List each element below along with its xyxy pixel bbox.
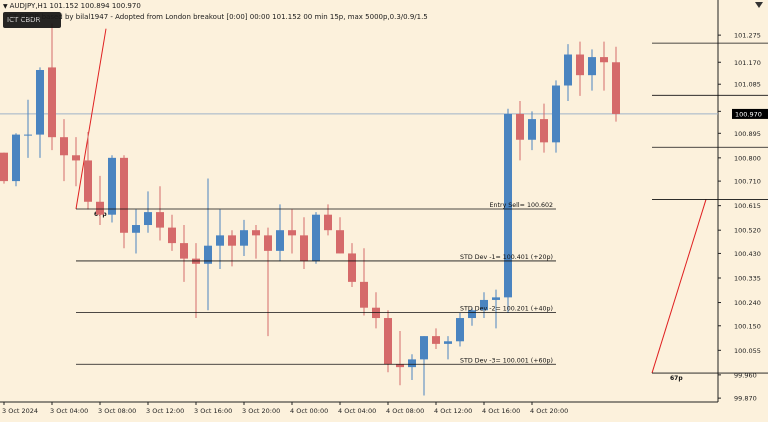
candle-body[interactable] <box>216 235 224 246</box>
candle-body[interactable] <box>72 155 80 161</box>
time-tick-label: 4 Oct 04:00 <box>338 407 376 415</box>
candle-body[interactable] <box>300 235 308 262</box>
candle-body[interactable] <box>36 70 44 135</box>
candle-body[interactable] <box>456 318 464 342</box>
candle-body[interactable] <box>180 243 188 259</box>
candle-body[interactable] <box>384 318 392 365</box>
candle-body[interactable] <box>96 201 104 215</box>
candle-body[interactable] <box>240 230 248 246</box>
candle-body[interactable] <box>120 157 128 233</box>
time-tick-label: 3 Oct 12:00 <box>146 407 184 415</box>
candle-body[interactable] <box>156 212 164 228</box>
candle-body[interactable] <box>492 297 500 300</box>
time-tick-label: 3 Oct 2024 <box>2 407 38 415</box>
time-tick-label: 4 Oct 00:00 <box>290 407 328 415</box>
collapse-triangle-icon[interactable]: ▼ <box>3 3 8 10</box>
candle-body[interactable] <box>348 253 356 282</box>
candle-body[interactable] <box>264 235 272 251</box>
candle-body[interactable] <box>288 230 296 236</box>
price-tick-label: 101.170 <box>734 59 761 67</box>
time-tick-label: 4 Oct 12:00 <box>434 407 472 415</box>
candle-body[interactable] <box>12 134 20 182</box>
range-line <box>651 199 707 374</box>
candle-body[interactable] <box>324 214 332 231</box>
price-tick-label: 101.085 <box>734 81 761 89</box>
price-tick-label: 99.870 <box>734 395 757 403</box>
candle-body[interactable] <box>588 57 596 76</box>
price-tick-label: 100.710 <box>734 178 761 186</box>
candle-body[interactable] <box>48 67 56 138</box>
candle-body[interactable] <box>516 113 524 140</box>
candle-body[interactable] <box>528 119 536 140</box>
candle-body[interactable] <box>0 152 8 182</box>
price-tick-label: 100.895 <box>734 130 761 138</box>
range-line <box>75 28 107 210</box>
price-tick-label: 100.150 <box>734 322 761 330</box>
candle-body[interactable] <box>276 230 284 251</box>
indicator-description: ICT CBDR based by bilal1947 - Adopted fr… <box>6 13 428 21</box>
time-tick-label: 4 Oct 20:00 <box>530 407 568 415</box>
candle-body[interactable] <box>432 336 440 344</box>
candle-body[interactable] <box>108 157 116 215</box>
candle-body[interactable] <box>540 119 548 143</box>
candle-body[interactable] <box>24 134 32 136</box>
candle-body[interactable] <box>312 214 320 262</box>
symbol-ohlc-text: AUDJPY,H1 101.152 100.894 100.970 <box>9 2 141 10</box>
level-label: STD Dev -2= 100.201 (+40p) <box>460 306 553 313</box>
price-tick-label: 100.800 <box>734 154 761 162</box>
candle-body[interactable] <box>564 54 572 86</box>
candle-body[interactable] <box>612 62 620 114</box>
level-label: STD Dev -3= 100.001 (+60p) <box>460 357 553 364</box>
candle-body[interactable] <box>204 245 212 264</box>
indicator-logo: ICT CBDR <box>3 12 61 28</box>
candle-body[interactable] <box>552 85 560 143</box>
candle-body[interactable] <box>84 160 92 202</box>
candle-body[interactable] <box>132 225 140 233</box>
candle-body[interactable] <box>600 57 608 63</box>
candle-body[interactable] <box>168 227 176 244</box>
candle-body[interactable] <box>252 230 260 236</box>
range-label: 67p <box>670 375 683 382</box>
time-tick-label: 4 Oct 16:00 <box>482 407 520 415</box>
candle-body[interactable] <box>468 310 476 319</box>
price-tick-label: 100.520 <box>734 227 761 235</box>
candle-body[interactable] <box>336 230 344 254</box>
current-price-label: 100.970 <box>735 110 762 118</box>
one-click-trading-arrow-icon[interactable] <box>755 2 763 8</box>
price-tick-label: 100.615 <box>734 202 761 210</box>
candle-body[interactable] <box>144 212 152 226</box>
candle-body[interactable] <box>576 54 584 76</box>
price-tick-label: 100.240 <box>734 299 761 307</box>
price-tick-label: 100.055 <box>734 347 761 355</box>
current-price-tag <box>732 108 768 119</box>
candle-body[interactable] <box>60 137 68 156</box>
time-tick-label: 3 Oct 08:00 <box>98 407 136 415</box>
price-tick-label: 99.960 <box>734 371 757 379</box>
candle-body[interactable] <box>360 281 368 308</box>
candle-body[interactable] <box>420 336 428 360</box>
symbol-header: ▼ AUDJPY,H1 101.152 100.894 100.970 <box>3 2 141 11</box>
candle-body[interactable] <box>396 364 404 368</box>
price-tick-label: 100.335 <box>734 274 761 282</box>
level-label: Entry Sell= 100.602 <box>490 202 553 209</box>
time-tick-label: 3 Oct 04:00 <box>50 407 88 415</box>
candle-body[interactable] <box>444 341 452 344</box>
candle-body[interactable] <box>480 299 488 311</box>
candle-body[interactable] <box>228 235 236 246</box>
price-tick-label: 101.275 <box>734 32 761 40</box>
price-tick-label: 100.430 <box>734 250 761 258</box>
time-tick-label: 4 Oct 08:00 <box>386 407 424 415</box>
level-label: STD Dev -1= 100.401 (+20p) <box>460 254 553 261</box>
time-tick-label: 3 Oct 20:00 <box>242 407 280 415</box>
candle-body[interactable] <box>504 113 512 298</box>
time-tick-label: 3 Oct 16:00 <box>194 407 232 415</box>
candle-body[interactable] <box>408 359 416 368</box>
